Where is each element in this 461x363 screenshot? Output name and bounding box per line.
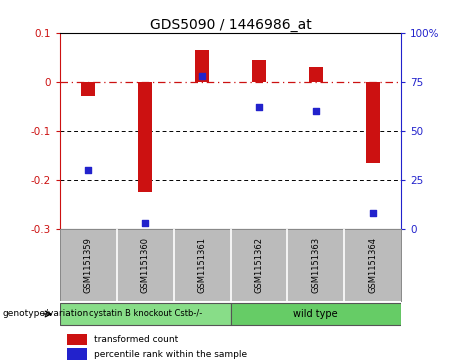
Bar — [138, 82, 152, 192]
Point — [142, 220, 149, 226]
Bar — [67, 334, 87, 345]
Text: GSM1151360: GSM1151360 — [141, 237, 150, 293]
Bar — [60, 302, 230, 325]
Point — [255, 104, 263, 110]
Bar — [252, 60, 266, 82]
Point — [85, 167, 92, 173]
Bar — [81, 82, 95, 96]
Text: GSM1151364: GSM1151364 — [368, 237, 377, 293]
Bar — [366, 82, 380, 163]
Title: GDS5090 / 1446986_at: GDS5090 / 1446986_at — [150, 18, 311, 32]
Text: genotype/variation: genotype/variation — [2, 310, 89, 318]
Text: wild type: wild type — [294, 309, 338, 319]
Bar — [195, 50, 209, 82]
Text: percentile rank within the sample: percentile rank within the sample — [94, 350, 247, 359]
Text: GSM1151363: GSM1151363 — [311, 237, 320, 293]
Text: GSM1151362: GSM1151362 — [254, 237, 263, 293]
Point — [198, 73, 206, 79]
Bar — [230, 302, 401, 325]
Text: GSM1151361: GSM1151361 — [198, 237, 207, 293]
Text: transformed count: transformed count — [94, 335, 178, 344]
Text: cystatin B knockout Cstb-/-: cystatin B knockout Cstb-/- — [89, 310, 202, 318]
Point — [312, 108, 319, 114]
Bar — [67, 348, 87, 360]
Point — [369, 210, 376, 216]
Bar — [309, 67, 323, 82]
Text: GSM1151359: GSM1151359 — [84, 237, 93, 293]
